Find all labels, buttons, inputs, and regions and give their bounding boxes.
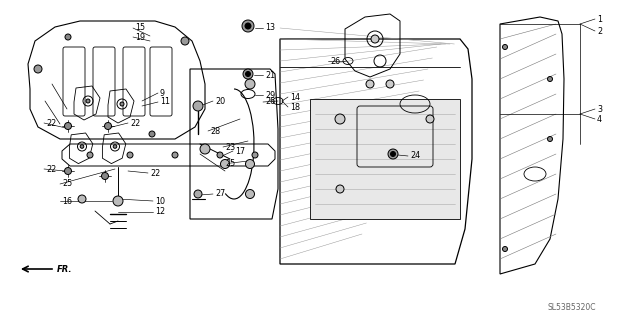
Text: 25: 25 [62, 180, 72, 189]
Text: 22: 22 [46, 118, 56, 128]
Text: 22: 22 [46, 165, 56, 174]
Circle shape [149, 131, 155, 137]
Circle shape [86, 99, 90, 103]
Circle shape [371, 35, 379, 43]
Circle shape [242, 20, 254, 32]
Circle shape [194, 190, 202, 198]
Circle shape [80, 145, 84, 148]
Circle shape [120, 102, 124, 106]
Circle shape [252, 152, 258, 158]
Text: 4: 4 [597, 115, 602, 123]
Text: 26: 26 [265, 98, 275, 107]
Circle shape [104, 122, 111, 130]
Circle shape [172, 152, 178, 158]
Circle shape [193, 101, 203, 111]
Circle shape [65, 167, 72, 174]
Circle shape [221, 160, 230, 168]
Text: 23: 23 [225, 143, 235, 152]
Text: 1: 1 [597, 14, 602, 24]
Text: 12: 12 [155, 207, 165, 217]
Text: 22: 22 [150, 168, 160, 177]
Polygon shape [310, 99, 460, 219]
Circle shape [502, 247, 508, 251]
Circle shape [78, 195, 86, 203]
Circle shape [246, 160, 255, 168]
Circle shape [336, 185, 344, 193]
Circle shape [246, 189, 255, 198]
Circle shape [34, 65, 42, 73]
Circle shape [386, 80, 394, 88]
Text: 16: 16 [62, 197, 72, 205]
Circle shape [65, 122, 72, 130]
Text: 11: 11 [160, 98, 170, 107]
Text: 19: 19 [135, 33, 145, 41]
Circle shape [426, 115, 434, 123]
Text: 10: 10 [155, 197, 165, 205]
Circle shape [102, 173, 109, 180]
Circle shape [127, 152, 133, 158]
Circle shape [547, 77, 552, 81]
Text: 13: 13 [265, 24, 275, 33]
Text: 17: 17 [235, 146, 245, 155]
Text: 20: 20 [215, 97, 225, 106]
Text: 2: 2 [597, 26, 602, 35]
Text: FR.: FR. [57, 264, 72, 273]
Circle shape [335, 114, 345, 124]
Circle shape [388, 149, 398, 159]
Text: 21: 21 [265, 70, 275, 79]
Circle shape [366, 80, 374, 88]
Circle shape [113, 196, 123, 206]
Text: 18: 18 [290, 102, 300, 112]
Text: 14: 14 [290, 93, 300, 101]
Text: 22: 22 [130, 118, 140, 128]
Circle shape [547, 137, 552, 142]
Text: 26: 26 [330, 56, 340, 65]
Text: 24: 24 [410, 152, 420, 160]
Text: 29: 29 [265, 91, 275, 100]
Circle shape [245, 23, 251, 29]
Circle shape [87, 152, 93, 158]
Text: 27: 27 [215, 189, 225, 198]
Text: 15: 15 [135, 24, 145, 33]
Circle shape [246, 71, 250, 77]
Text: 3: 3 [597, 105, 602, 114]
Circle shape [65, 34, 71, 40]
Circle shape [243, 69, 253, 79]
Circle shape [245, 79, 255, 89]
Circle shape [217, 152, 223, 158]
Text: SL53B5320C: SL53B5320C [548, 302, 596, 311]
Circle shape [200, 144, 210, 154]
Text: 9: 9 [160, 88, 165, 98]
Circle shape [502, 44, 508, 49]
Text: 25: 25 [225, 160, 236, 168]
Circle shape [113, 145, 117, 148]
Circle shape [181, 37, 189, 45]
Text: 28: 28 [210, 127, 220, 136]
Circle shape [390, 152, 396, 157]
